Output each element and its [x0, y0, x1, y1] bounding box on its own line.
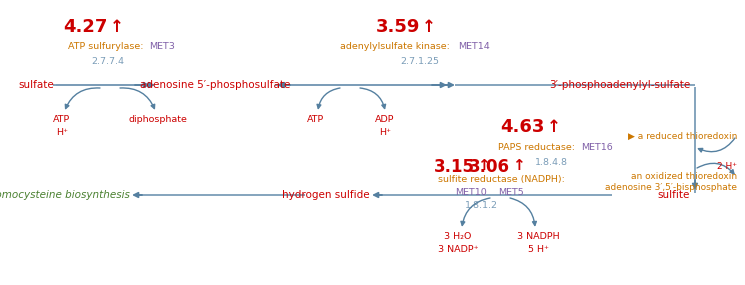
Text: ↑: ↑ [422, 18, 436, 36]
Text: PAPS reductase:: PAPS reductase: [498, 143, 578, 152]
Text: ATP: ATP [308, 115, 325, 124]
Text: 3 H₂O: 3 H₂O [444, 232, 472, 241]
Text: MET14: MET14 [458, 42, 489, 51]
Text: adenosine 3′,5′-bisphosphate: adenosine 3′,5′-bisphosphate [605, 183, 737, 192]
Text: hydrogen sulfide: hydrogen sulfide [282, 190, 370, 200]
Text: ↑: ↑ [512, 158, 524, 173]
Text: diphosphate: diphosphate [129, 115, 188, 124]
Text: 1.8.4.8: 1.8.4.8 [535, 158, 568, 167]
Text: 3 NADPH: 3 NADPH [517, 232, 559, 241]
Text: MET5: MET5 [498, 188, 524, 197]
Text: ATP: ATP [54, 115, 71, 124]
Text: ↑: ↑ [477, 158, 489, 173]
Text: adenylylsulfate kinase:: adenylylsulfate kinase: [340, 42, 453, 51]
Text: 3′-phosphoadenylyl-sulfate: 3′-phosphoadenylyl-sulfate [549, 80, 690, 90]
Text: MET10: MET10 [455, 188, 486, 197]
Text: ATP sulfurylase:: ATP sulfurylase: [68, 42, 147, 51]
Text: adenosine 5′-phosphosulfate: adenosine 5′-phosphosulfate [140, 80, 291, 90]
Text: ↑: ↑ [110, 18, 124, 36]
Text: sulfate: sulfate [18, 80, 54, 90]
Text: 4.63: 4.63 [501, 118, 545, 136]
Text: 2.7.1.25: 2.7.1.25 [401, 57, 440, 66]
Text: ▶ a reduced thioredoxin: ▶ a reduced thioredoxin [627, 132, 737, 141]
Text: 3.06: 3.06 [469, 158, 510, 176]
Text: 3.15: 3.15 [434, 158, 475, 176]
Text: 2 H⁺: 2 H⁺ [717, 162, 737, 171]
Text: L-homocysteine biosynthesis: L-homocysteine biosynthesis [0, 190, 130, 200]
Text: MET3: MET3 [149, 42, 175, 51]
Text: 3 NADP⁺: 3 NADP⁺ [438, 245, 478, 254]
Text: H⁺: H⁺ [56, 128, 68, 137]
Text: ADP: ADP [375, 115, 395, 124]
Text: H⁺: H⁺ [379, 128, 391, 137]
Text: sulfite reductase (NADPH):: sulfite reductase (NADPH): [438, 175, 565, 184]
Text: MET16: MET16 [581, 143, 612, 152]
Text: sulfite: sulfite [658, 190, 690, 200]
Text: 1.8.1.2: 1.8.1.2 [465, 201, 498, 210]
Text: 3.59: 3.59 [375, 18, 420, 36]
Text: 4.27: 4.27 [63, 18, 108, 36]
Text: an oxidized thioredoxin: an oxidized thioredoxin [631, 172, 737, 181]
Text: 5 H⁺: 5 H⁺ [527, 245, 548, 254]
Text: ↑: ↑ [547, 118, 561, 136]
Text: 2.7.7.4: 2.7.7.4 [92, 57, 124, 66]
